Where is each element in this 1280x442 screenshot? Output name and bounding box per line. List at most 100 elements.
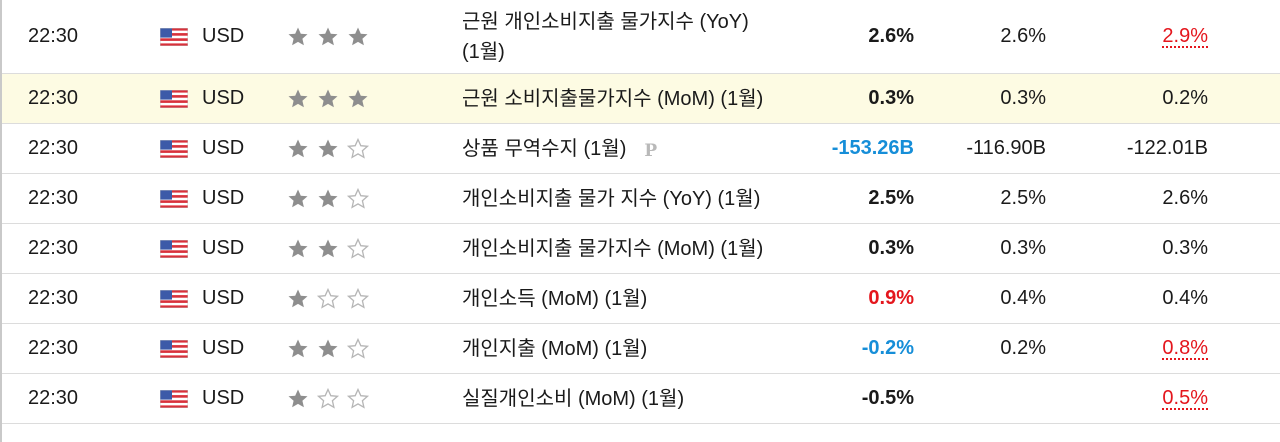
- actual-value: 0.9%: [868, 287, 914, 309]
- event-name[interactable]: 근원 개인소비지출 물가지수 (YoY) (1월): [462, 0, 822, 73]
- event-currency: USD: [160, 74, 280, 123]
- star-filled-icon: [288, 289, 308, 307]
- previous-value: 0.2%: [1072, 74, 1208, 123]
- previous-value[interactable]: 0.8%: [1072, 324, 1208, 373]
- importance-rating: [286, 0, 406, 73]
- forecast-value: [922, 374, 1046, 423]
- actual-value: 0.3%: [868, 237, 914, 259]
- star-empty-icon: [346, 237, 370, 259]
- previous-value-text: 0.8%: [1162, 337, 1208, 359]
- event-name[interactable]: 실질개인소비 (MoM) (1월): [462, 374, 822, 423]
- star-filled-icon: [318, 339, 338, 357]
- event-name-text: 근원 소비지출물가지수 (MoM) (1월): [462, 87, 764, 110]
- event-time: 22:30: [28, 387, 79, 409]
- event-time: 22:30: [28, 187, 79, 209]
- star-empty-icon: [346, 337, 370, 359]
- star-filled-icon: [318, 139, 338, 157]
- previous-value: 0.3%: [1072, 224, 1208, 273]
- previous-value-text: 0.2%: [1162, 87, 1208, 109]
- currency-code: USD: [202, 287, 245, 309]
- forecast-value: 0.4%: [1000, 287, 1046, 309]
- currency-code: USD: [202, 237, 245, 259]
- table-row[interactable]: 22:30 USD 근원 소비지출물가지수 (MoM) (1월) 0.3% 0.…: [2, 74, 1280, 124]
- event-name[interactable]: 개인소득 (MoM) (1월): [462, 274, 822, 323]
- star-filled-icon: [288, 239, 308, 257]
- us-flag-icon: [160, 289, 188, 308]
- currency-code: USD: [202, 337, 245, 359]
- previous-value[interactable]: 2.9%: [1072, 0, 1208, 73]
- event-currency: USD: [160, 124, 280, 173]
- star-filled-icon: [288, 27, 308, 45]
- star-empty-icon: [316, 387, 340, 409]
- table-row[interactable]: 22:30 USD 실질개인소비 (MoM) (1월) -0.5% 0.5%: [2, 374, 1280, 424]
- event-name-line-2: (1월): [462, 40, 505, 63]
- star-filled-icon: [348, 89, 368, 107]
- event-currency: USD: [160, 224, 280, 273]
- table-row[interactable]: 22:30 USD 개인소비지출 물가 지수 (YoY) (1월) 2.5% 2…: [2, 174, 1280, 224]
- us-flag-icon: [160, 139, 188, 158]
- star-filled-icon: [288, 189, 308, 207]
- currency-code: USD: [202, 25, 245, 47]
- event-time: 22:30: [28, 337, 79, 359]
- event-name-line-1: 근원 개인소비지출 물가지수 (YoY): [462, 10, 749, 33]
- actual-value: 2.5%: [868, 187, 914, 209]
- star-filled-icon: [288, 89, 308, 107]
- previous-value: 0.4%: [1072, 274, 1208, 323]
- event-name[interactable]: 개인소비지출 물가지수 (MoM) (1월): [462, 224, 822, 273]
- us-flag-icon: [160, 239, 188, 258]
- event-name[interactable]: 근원 소비지출물가지수 (MoM) (1월): [462, 74, 822, 123]
- forecast-value: 0.2%: [1000, 337, 1046, 359]
- event-time: 22:30: [28, 87, 79, 109]
- star-empty-icon: [346, 137, 370, 159]
- event-name-text: 개인소득 (MoM) (1월): [462, 287, 648, 310]
- importance-rating: [286, 124, 406, 173]
- preliminary-p-icon[interactable]: P: [644, 140, 658, 161]
- event-time: 22:30: [28, 25, 79, 47]
- us-flag-icon: [160, 27, 188, 46]
- table-row[interactable]: 22:30 USD 근원 개인소비지출 물가지수 (YoY) (1월) 2.6% …: [2, 0, 1280, 74]
- star-empty-icon: [316, 287, 340, 309]
- event-currency: USD: [160, 274, 280, 323]
- event-name-text: 실질개인소비 (MoM) (1월): [462, 387, 685, 410]
- us-flag-icon: [160, 189, 188, 208]
- event-time: 22:30: [28, 287, 79, 309]
- forecast-value: 2.6%: [1000, 25, 1046, 47]
- previous-value-text: -122.01B: [1126, 137, 1208, 159]
- previous-value-text: 2.9%: [1162, 25, 1208, 47]
- previous-value[interactable]: 0.5%: [1072, 374, 1208, 423]
- previous-value: -122.01B: [1072, 124, 1208, 173]
- actual-value: 2.6%: [868, 25, 914, 47]
- event-name-text: 상품 무역수지 (1월): [462, 137, 627, 160]
- event-name[interactable]: 상품 무역수지 (1월) P: [462, 124, 822, 173]
- event-name[interactable]: 개인소비지출 물가 지수 (YoY) (1월): [462, 174, 822, 223]
- star-filled-icon: [288, 139, 308, 157]
- importance-rating: [286, 374, 406, 423]
- event-name-text: 개인소비지출 물가 지수 (YoY) (1월): [462, 187, 761, 210]
- importance-rating: [286, 274, 406, 323]
- importance-rating: [286, 174, 406, 223]
- table-row[interactable]: 22:30 USD 개인지출 (MoM) (1월) -0.2% 0.2% 0.8…: [2, 324, 1280, 374]
- forecast-value: -116.90B: [966, 137, 1046, 159]
- star-filled-icon: [288, 339, 308, 357]
- table-row[interactable]: 22:30 USD 상품 무역수지 (1월) P -153.26B -116.9…: [2, 124, 1280, 174]
- event-currency: USD: [160, 174, 280, 223]
- importance-rating: [286, 74, 406, 123]
- star-filled-icon: [318, 189, 338, 207]
- star-filled-icon: [348, 27, 368, 45]
- table-row[interactable]: 22:30 USD 개인소비지출 물가지수 (MoM) (1월) 0.3% 0.…: [2, 224, 1280, 274]
- us-flag-icon: [160, 339, 188, 358]
- actual-value: -0.5%: [861, 387, 914, 409]
- currency-code: USD: [202, 137, 245, 159]
- star-filled-icon: [318, 239, 338, 257]
- currency-code: USD: [202, 387, 245, 409]
- star-empty-icon: [346, 287, 370, 309]
- us-flag-icon: [160, 389, 188, 408]
- table-row[interactable]: 22:30 USD 개인소득 (MoM) (1월) 0.9% 0.4% 0.4%: [2, 274, 1280, 324]
- us-flag-icon: [160, 89, 188, 108]
- event-currency: USD: [160, 324, 280, 373]
- star-filled-icon: [318, 27, 338, 45]
- event-name-text: 개인지출 (MoM) (1월): [462, 337, 648, 360]
- event-name[interactable]: 개인지출 (MoM) (1월): [462, 324, 822, 373]
- currency-code: USD: [202, 187, 245, 209]
